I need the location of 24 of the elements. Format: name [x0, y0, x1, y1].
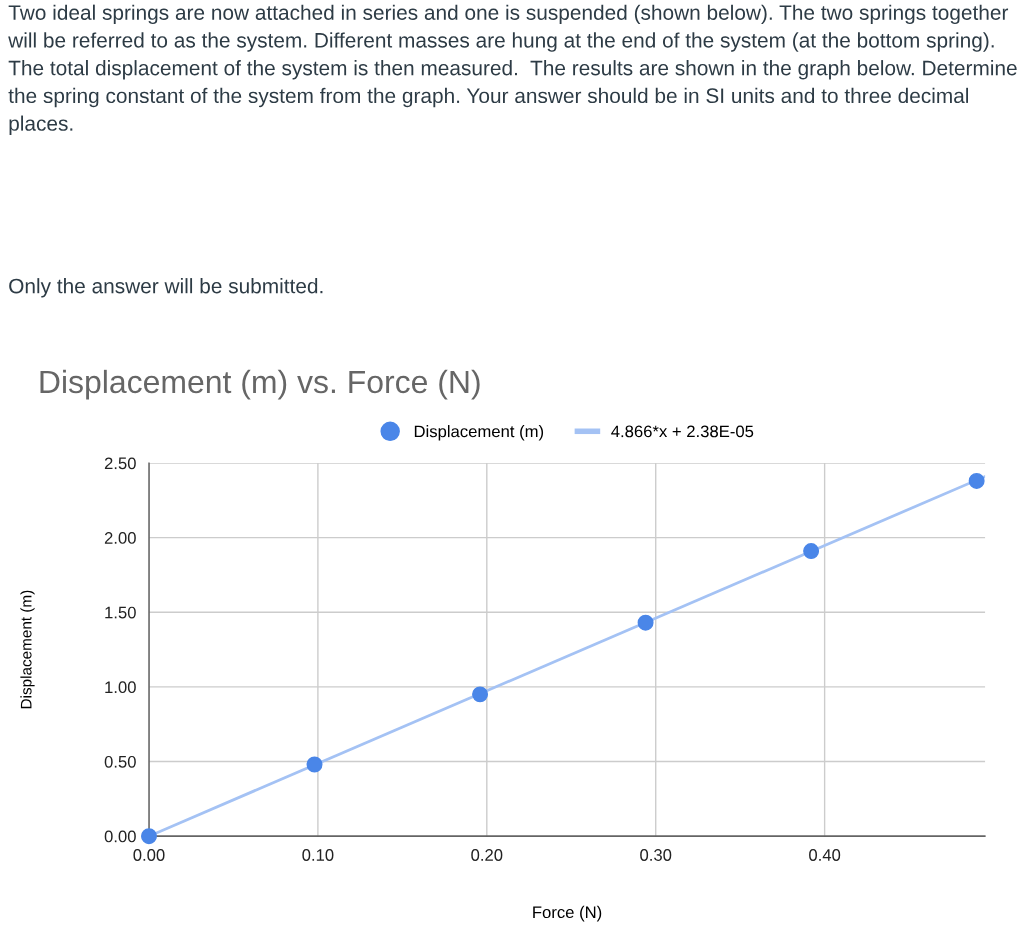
point: [141, 828, 157, 845]
point: [968, 472, 985, 489]
y-tick-label: 2.00: [104, 532, 136, 544]
y-tick-label: 1.50: [105, 606, 136, 619]
legend-label: Displacement (m): [414, 425, 544, 441]
point: [472, 686, 489, 703]
x-tick-label: 0.20: [471, 849, 503, 861]
chart-title: Displacement (m) vs. Force (N): [40, 369, 480, 400]
y-axis-title: Displacement (m): [20, 590, 35, 709]
y-tick-label: 1.00: [105, 681, 136, 694]
y-tick-label: 0.00: [104, 830, 136, 843]
legend-label: 4.866*x + 2.38E-05: [611, 425, 754, 438]
x-axis-title: Force (N): [533, 905, 602, 922]
x-tick-label: 0.00: [133, 849, 165, 861]
x-tick-label: 0.30: [640, 849, 672, 861]
x-tick-label: 0.40: [809, 849, 841, 861]
point: [306, 756, 323, 773]
point: [803, 543, 820, 560]
y-tick-label: 0.50: [104, 755, 136, 768]
point: [637, 614, 654, 631]
x-tick-label: 0.10: [302, 849, 334, 861]
text: Only the answer will be submitted.: [9, 278, 323, 298]
text: Two ideal springs are now attached in series and one is suspended (shown below). The two springs together will be referred to as the system. Different masses are hung at the end of the system (at the bottom spring). The total displacement of the system is then measured. The results are shown in the graph below. Determine the spring constant of the system from the graph. Your answer should be in SI units and to three decimal places.: [8, 4, 1017, 135]
y-tick-label: 2.50: [104, 457, 136, 470]
